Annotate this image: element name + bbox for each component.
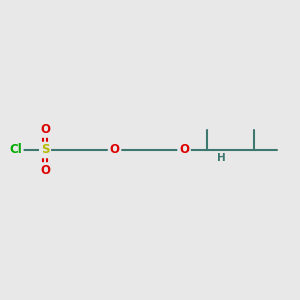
Text: O: O (40, 123, 50, 136)
Text: O: O (40, 164, 50, 177)
Text: Cl: Cl (9, 143, 22, 157)
Text: O: O (179, 143, 189, 157)
Text: S: S (41, 143, 49, 157)
Text: H: H (217, 153, 226, 163)
Text: O: O (110, 143, 120, 157)
